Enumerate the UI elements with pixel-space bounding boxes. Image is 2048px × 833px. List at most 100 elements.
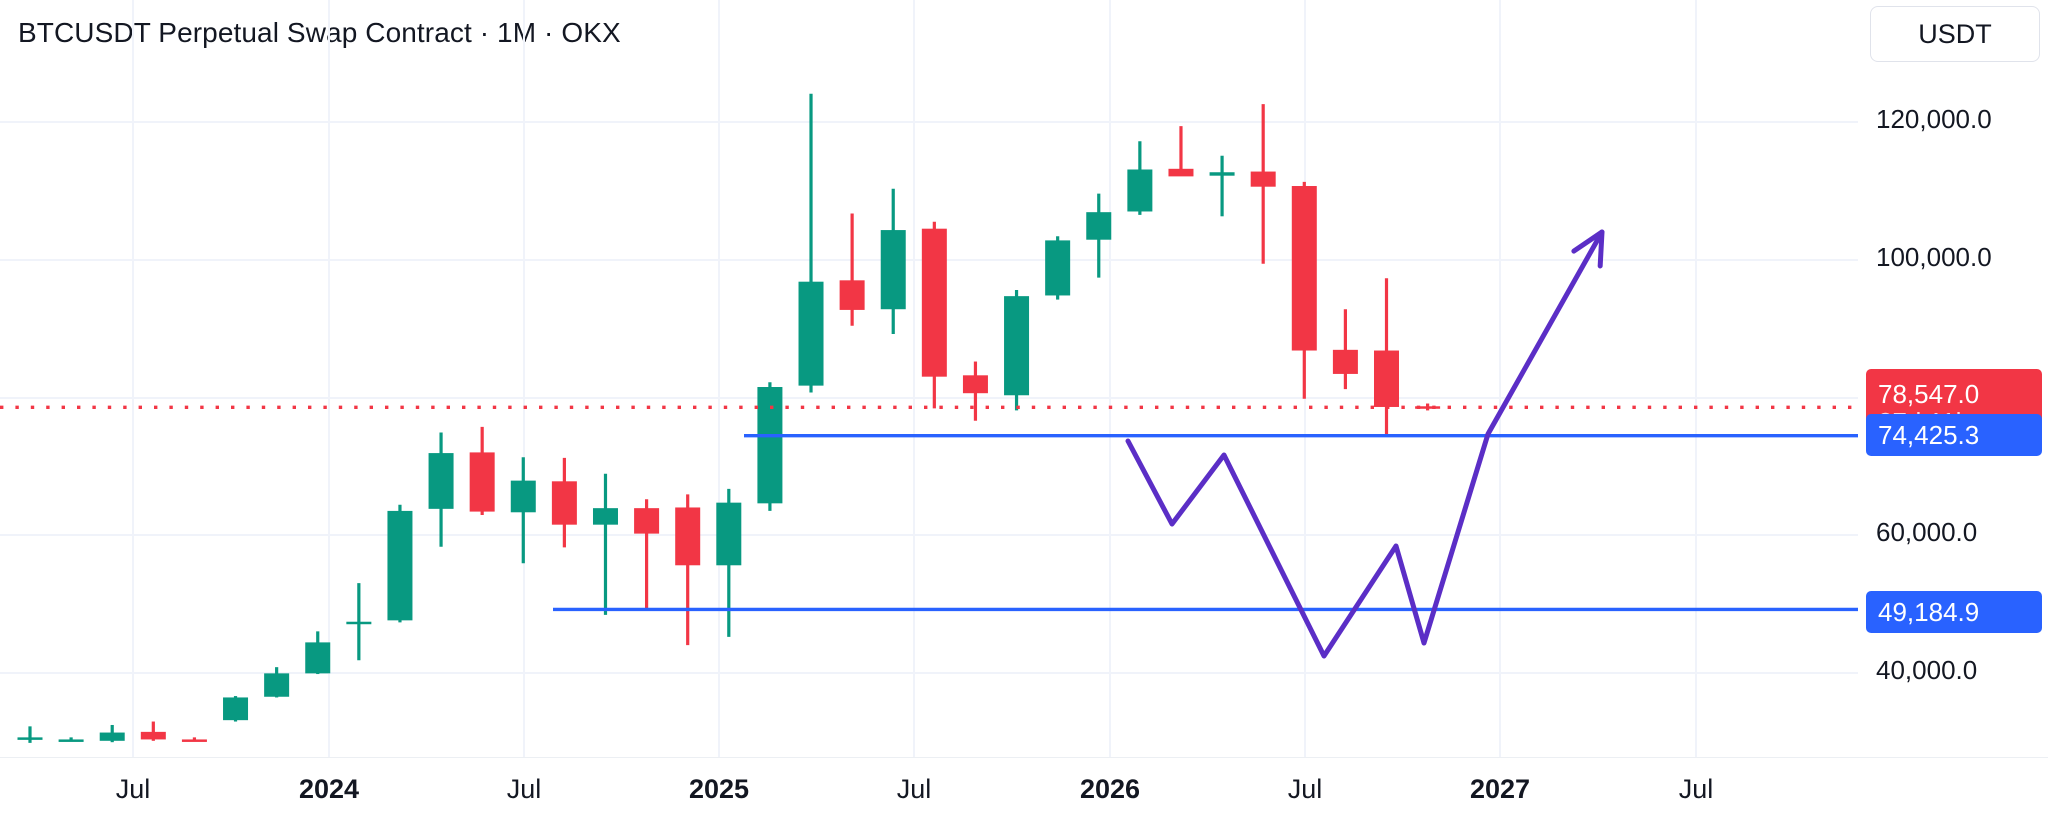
time-axis[interactable]: Jul 2024 Jul 2025 Jul 2026 Jul 2027 Jul	[0, 757, 2048, 833]
candle-body	[140, 731, 166, 740]
price-plot-area[interactable]	[0, 0, 1858, 757]
candle	[1250, 104, 1276, 264]
price-tick-label: 60,000.0	[1876, 517, 1978, 547]
candle-body	[510, 480, 536, 513]
candle	[921, 221, 947, 409]
price-tick-label: 40,000.0	[1876, 655, 1978, 685]
candle-body	[1332, 349, 1358, 374]
candle-body	[223, 697, 249, 721]
time-tick-month: Jul	[506, 774, 542, 804]
candle	[469, 426, 495, 516]
time-tick-year: 2025	[688, 774, 750, 804]
candle-body	[305, 642, 331, 674]
candle	[551, 457, 577, 548]
candle-body	[1415, 406, 1441, 409]
price-tick-label: 120,000.0	[1876, 104, 1992, 134]
time-tick-year: 2026	[1079, 774, 1141, 804]
candle-body	[17, 737, 43, 740]
candle-body	[58, 739, 84, 742]
candle	[1332, 309, 1358, 390]
candle-body	[1209, 172, 1235, 176]
horizontal-gridlines	[0, 121, 1858, 674]
candle	[58, 737, 84, 742]
candle-body	[962, 375, 988, 394]
candle	[1291, 181, 1317, 399]
candle-body	[1374, 350, 1400, 407]
quote-currency-badge[interactable]: USDT	[1870, 6, 2040, 62]
candle	[181, 737, 207, 742]
candle	[305, 631, 331, 675]
price-badge-value: 49,184.9	[1878, 596, 1980, 627]
candle	[839, 213, 865, 326]
quote-currency-label: USDT	[1918, 18, 1992, 49]
candle-body	[1004, 296, 1030, 396]
candle	[140, 721, 166, 741]
candle	[223, 696, 249, 722]
candle-body	[839, 280, 865, 310]
candle-body	[428, 453, 454, 509]
candle-body	[675, 507, 701, 566]
price-axis[interactable]: 120,000.0100,000.080,000.060,000.040,000…	[1858, 0, 2048, 757]
candle	[1086, 193, 1112, 278]
candle	[962, 361, 988, 421]
candle-body	[1291, 186, 1317, 351]
overlay-lines	[0, 229, 1858, 659]
time-tick-year: 2024	[298, 774, 360, 804]
candle-body	[1045, 240, 1071, 296]
candle	[1127, 141, 1153, 215]
candle	[17, 726, 43, 743]
candle-body	[880, 230, 906, 310]
candle	[510, 457, 536, 564]
candle	[1004, 289, 1030, 411]
candle-body	[99, 732, 125, 741]
candle	[99, 724, 125, 743]
candle	[675, 494, 701, 646]
candle-body	[634, 508, 660, 534]
candle-body	[551, 481, 577, 525]
candle	[387, 504, 413, 623]
candle	[592, 473, 618, 615]
candle-body	[1250, 171, 1276, 187]
chart-title: BTCUSDT Perpetual Swap Contract · 1M · O…	[18, 17, 621, 48]
candle	[757, 382, 783, 511]
candle-body	[1086, 212, 1112, 240]
candle	[634, 499, 660, 609]
forecast-path	[1125, 229, 1605, 659]
candle-body	[387, 510, 413, 621]
candle-body	[346, 621, 372, 625]
price-badge-value: 74,425.3	[1878, 419, 1980, 450]
candle	[880, 188, 906, 335]
time-tick-month: Jul	[115, 774, 151, 804]
candle	[1045, 236, 1071, 300]
candle	[264, 667, 290, 698]
candle-body	[921, 228, 947, 377]
time-tick-month: Jul	[1287, 774, 1323, 804]
price-tick-label: 100,000.0	[1876, 242, 1992, 272]
candlestick-canvas	[0, 0, 1858, 757]
candle	[1168, 126, 1194, 177]
candle-body	[592, 508, 618, 525]
candle-body	[716, 502, 742, 566]
candle-body	[798, 281, 824, 386]
candle-body	[181, 739, 207, 742]
time-tick-month: Jul	[1678, 774, 1714, 804]
upper-level-badge[interactable]: 74,425.3	[1866, 414, 2042, 456]
price-badge-value: 78,547.0	[1878, 378, 1980, 409]
candle-body	[757, 387, 783, 504]
time-tick-month: Jul	[896, 774, 932, 804]
candle-body	[1168, 168, 1194, 177]
candle-series	[17, 93, 1441, 743]
lower-level-badge[interactable]: 49,184.9	[1866, 591, 2042, 633]
candle	[1209, 155, 1235, 217]
candle-body	[264, 673, 290, 697]
candle	[1415, 403, 1441, 411]
candle	[1374, 278, 1400, 437]
candle	[716, 488, 742, 637]
vertical-gridlines	[132, 0, 1697, 757]
forecast-arrow-head	[1571, 229, 1605, 269]
candle-body	[1127, 169, 1153, 212]
candle	[428, 432, 454, 547]
candle	[798, 93, 824, 393]
candle	[346, 583, 372, 661]
